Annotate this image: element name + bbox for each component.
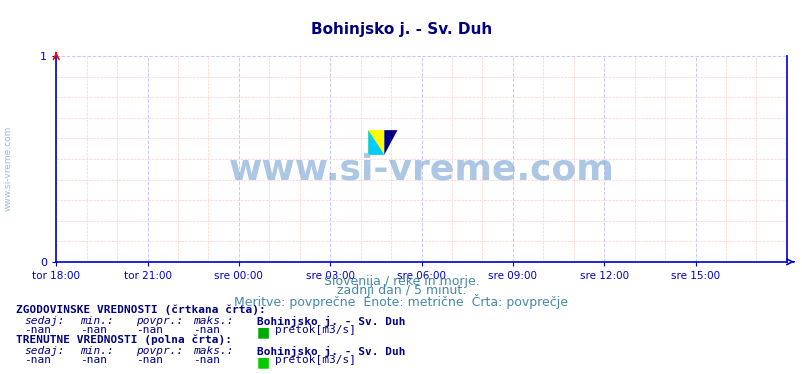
Text: min.:: min.:: [80, 346, 114, 356]
Text: Bohinjsko j. - Sv. Duh: Bohinjsko j. - Sv. Duh: [310, 22, 492, 37]
Text: sedaj:: sedaj:: [24, 316, 64, 326]
Text: Meritve: povprečne  Enote: metrične  Črta: povprečje: Meritve: povprečne Enote: metrične Črta:…: [234, 294, 568, 309]
Text: -nan: -nan: [192, 325, 220, 335]
Text: -nan: -nan: [80, 355, 107, 365]
Polygon shape: [384, 130, 397, 155]
Text: -nan: -nan: [136, 325, 164, 335]
Text: www.si-vreme.com: www.si-vreme.com: [229, 152, 614, 186]
Text: sedaj:: sedaj:: [24, 346, 64, 356]
Text: maks.:: maks.:: [192, 346, 233, 356]
Text: -nan: -nan: [80, 325, 107, 335]
Text: Bohinjsko j. - Sv. Duh: Bohinjsko j. - Sv. Duh: [257, 316, 405, 327]
Text: ■: ■: [257, 325, 269, 339]
Text: Bohinjsko j. - Sv. Duh: Bohinjsko j. - Sv. Duh: [257, 346, 405, 357]
Text: maks.:: maks.:: [192, 316, 233, 326]
Text: zadnji dan / 5 minut.: zadnji dan / 5 minut.: [337, 284, 465, 297]
Text: -nan: -nan: [136, 355, 164, 365]
Text: www.si-vreme.com: www.si-vreme.com: [3, 126, 13, 211]
Text: -nan: -nan: [24, 355, 51, 365]
Text: -nan: -nan: [24, 325, 51, 335]
Text: TRENUTNE VREDNOSTI (polna črta):: TRENUTNE VREDNOSTI (polna črta):: [16, 335, 232, 345]
Text: -nan: -nan: [192, 355, 220, 365]
Text: ■: ■: [257, 355, 269, 369]
Text: povpr.:: povpr.:: [136, 346, 184, 356]
Text: pretok[m3/s]: pretok[m3/s]: [274, 355, 355, 365]
Polygon shape: [368, 130, 384, 155]
Text: Slovenija / reke in morje.: Slovenija / reke in morje.: [323, 275, 479, 288]
Text: min.:: min.:: [80, 316, 114, 326]
FancyBboxPatch shape: [368, 130, 384, 155]
Text: povpr.:: povpr.:: [136, 316, 184, 326]
Text: pretok[m3/s]: pretok[m3/s]: [274, 325, 355, 335]
Text: ZGODOVINSKE VREDNOSTI (črtkana črta):: ZGODOVINSKE VREDNOSTI (črtkana črta):: [16, 305, 265, 315]
